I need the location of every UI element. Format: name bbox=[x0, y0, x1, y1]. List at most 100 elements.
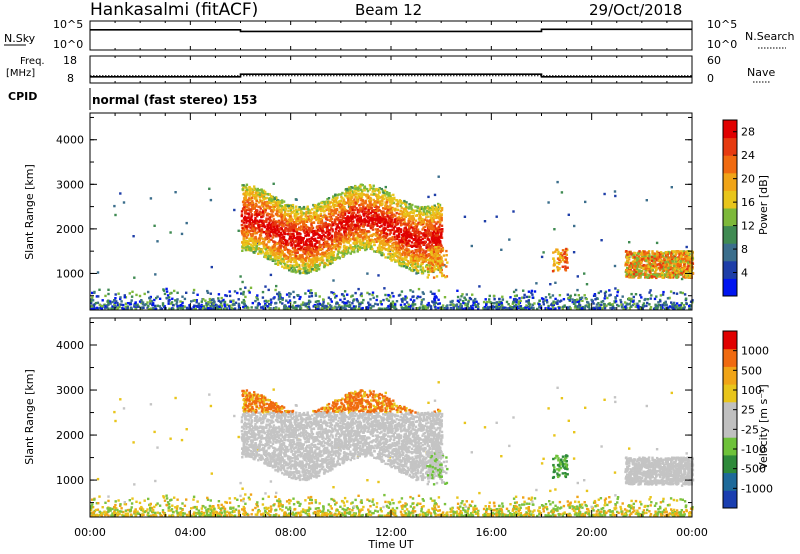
power-cell bbox=[284, 304, 287, 308]
power-cell bbox=[339, 298, 342, 302]
power-cell bbox=[321, 303, 325, 306]
power-cell bbox=[385, 191, 389, 194]
power-cell bbox=[513, 294, 517, 298]
power-cell bbox=[655, 241, 659, 245]
power-cell bbox=[401, 299, 404, 303]
power-cell bbox=[423, 240, 427, 243]
power-cell bbox=[329, 307, 332, 311]
power-cell bbox=[334, 209, 337, 213]
power-cell bbox=[449, 307, 452, 310]
power-cell bbox=[405, 244, 408, 248]
power-cell bbox=[241, 249, 244, 252]
power-cell bbox=[304, 234, 307, 237]
power-cell bbox=[269, 195, 273, 198]
power-cell bbox=[399, 201, 402, 204]
power-cell bbox=[179, 300, 182, 303]
power-cell bbox=[530, 289, 534, 293]
power-cell bbox=[185, 221, 188, 225]
power-cell bbox=[392, 214, 396, 217]
power-cell bbox=[630, 297, 633, 301]
power-cell bbox=[328, 219, 332, 222]
power-cell bbox=[411, 249, 414, 253]
nsearch-tick-top: 10^5 bbox=[707, 18, 737, 31]
power-cell bbox=[370, 193, 373, 196]
power-cell bbox=[272, 307, 275, 310]
power-cell bbox=[617, 304, 620, 308]
power-cell bbox=[595, 303, 599, 306]
power-cell bbox=[260, 199, 264, 203]
power-cell bbox=[90, 298, 93, 301]
power-cell bbox=[309, 270, 313, 273]
power-cell bbox=[531, 293, 534, 296]
power-cell bbox=[675, 302, 679, 305]
power-cell bbox=[193, 304, 196, 307]
power-cell bbox=[204, 307, 207, 311]
power-cell bbox=[613, 307, 616, 310]
power-cell bbox=[274, 288, 277, 292]
power-cell bbox=[333, 235, 337, 238]
power-cell bbox=[116, 307, 119, 311]
power-cell bbox=[373, 243, 376, 247]
power-cell bbox=[374, 302, 377, 306]
power-cell bbox=[253, 211, 257, 214]
power-cell bbox=[574, 293, 577, 297]
power-cell bbox=[386, 243, 389, 246]
power-cell bbox=[437, 302, 440, 306]
power-cell bbox=[416, 262, 419, 265]
power-cell bbox=[567, 296, 570, 300]
power-cell bbox=[424, 260, 428, 263]
power-cell bbox=[305, 210, 308, 214]
power-cell bbox=[514, 288, 518, 292]
power-cell bbox=[336, 253, 340, 256]
power-cell bbox=[312, 305, 315, 308]
power-cell bbox=[438, 238, 441, 241]
power-cell bbox=[648, 291, 651, 294]
power-cell bbox=[354, 227, 358, 230]
power-cell bbox=[364, 212, 367, 215]
power-cell bbox=[91, 299, 95, 302]
power-cell bbox=[429, 255, 433, 258]
power-cell bbox=[554, 297, 557, 301]
power-cell bbox=[147, 304, 150, 307]
power-cell bbox=[271, 205, 274, 208]
power-cell bbox=[563, 304, 566, 307]
power-cell bbox=[310, 292, 313, 295]
power-cell bbox=[364, 232, 368, 235]
power-cell bbox=[261, 290, 265, 294]
power-cell bbox=[350, 307, 353, 310]
power-cell bbox=[256, 306, 259, 309]
power-cell bbox=[603, 192, 606, 196]
power-cell bbox=[425, 210, 428, 213]
power-cell bbox=[242, 298, 245, 302]
power-cell bbox=[300, 239, 303, 242]
power-cell bbox=[607, 303, 610, 306]
power-cell bbox=[614, 300, 618, 303]
power-cell bbox=[337, 204, 340, 208]
power-cell bbox=[288, 223, 291, 227]
power-cell bbox=[349, 237, 352, 241]
power-cell bbox=[450, 300, 454, 303]
power-cell bbox=[555, 301, 558, 304]
power-cell bbox=[171, 297, 174, 300]
power-cell bbox=[332, 204, 335, 207]
power-cell bbox=[459, 303, 462, 306]
power-cell bbox=[369, 298, 372, 301]
power-cell bbox=[220, 305, 223, 309]
power-cell bbox=[261, 296, 265, 299]
power-cell bbox=[335, 240, 338, 243]
power-cell bbox=[470, 305, 473, 308]
power-cell bbox=[590, 298, 593, 302]
power-cell bbox=[289, 301, 292, 304]
power-cell bbox=[313, 204, 317, 207]
power-cell bbox=[433, 193, 437, 197]
power-cell bbox=[402, 251, 405, 254]
power-cell bbox=[252, 243, 256, 246]
power-cell bbox=[568, 305, 571, 309]
power-cell bbox=[316, 303, 319, 306]
power-cell bbox=[388, 211, 392, 214]
power-cell bbox=[524, 306, 527, 309]
power-cell bbox=[391, 215, 395, 219]
power-cell bbox=[117, 292, 120, 295]
power-cell bbox=[129, 303, 132, 306]
power-cell bbox=[359, 188, 362, 191]
